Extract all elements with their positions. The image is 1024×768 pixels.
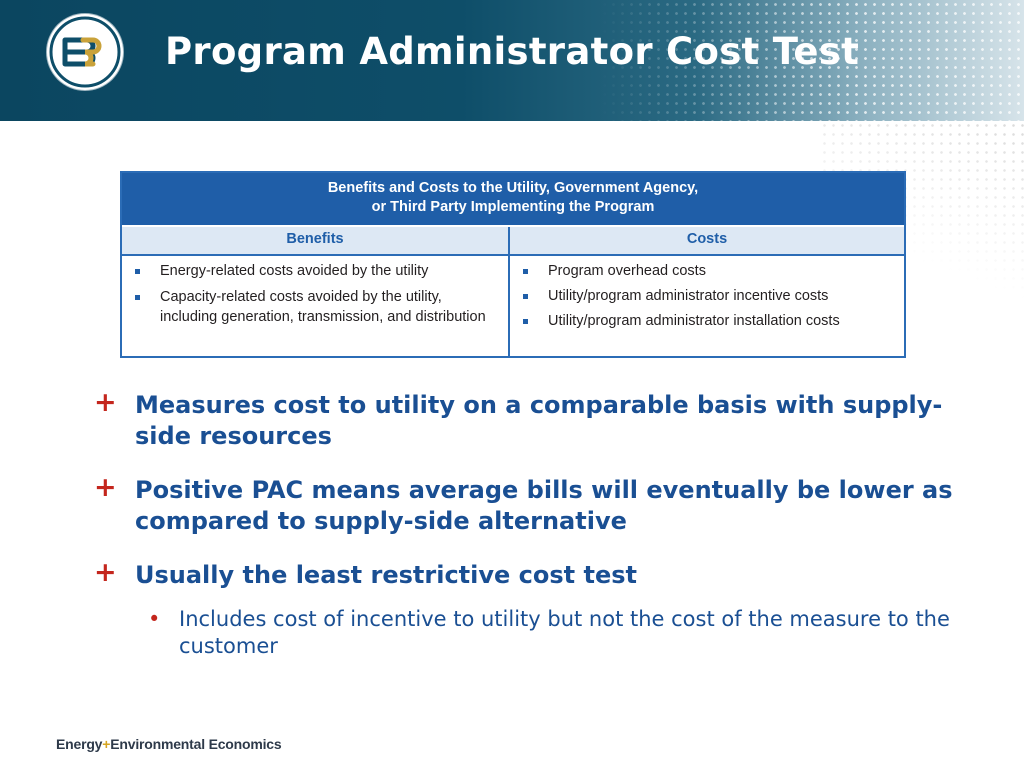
list-item: Program overhead costs (520, 261, 896, 281)
table-heading: Benefits and Costs to the Utility, Gover… (122, 173, 904, 225)
benefit-text: Energy-related costs avoided by the util… (160, 263, 429, 279)
header-dot-pattern (600, 0, 1024, 121)
table-column-headers: Benefits Costs (122, 225, 904, 256)
bullet-text: Positive PAC means average bills will ev… (135, 476, 953, 535)
cost-text: Utility/program administrator installati… (548, 313, 840, 329)
header-band (0, 0, 1024, 121)
page-title: Program Administrator Cost Test (165, 30, 860, 73)
footer-brand-part1: Energy (56, 736, 103, 752)
square-bullet-icon (523, 294, 528, 299)
footer-brand: Energy+Environmental Economics (56, 736, 282, 752)
bullet-text: Usually the least restrictive cost test (135, 561, 637, 589)
benefits-list: Energy-related costs avoided by the util… (132, 261, 500, 327)
table-heading-line1: Benefits and Costs to the Utility, Gover… (327, 180, 699, 196)
cost-text: Utility/program administrator incentive … (548, 288, 829, 304)
dot-bullet-icon: • (148, 607, 161, 631)
list-item: Energy-related costs avoided by the util… (132, 261, 500, 281)
benefits-cell: Energy-related costs avoided by the util… (122, 256, 510, 358)
list-item: Utility/program administrator installati… (520, 311, 896, 331)
sub-bullet-text: Includes cost of incentive to utility bu… (179, 607, 950, 658)
table-body: Energy-related costs avoided by the util… (122, 256, 904, 358)
sub-bullet-item: • Includes cost of incentive to utility … (92, 606, 972, 660)
e3-logo-icon (47, 14, 123, 90)
bullet-text: Measures cost to utility on a comparable… (135, 391, 943, 450)
column-header-costs: Costs (686, 231, 728, 247)
footer-brand-plus: + (102, 736, 111, 752)
bullet-item: + Measures cost to utility on a comparab… (92, 387, 972, 452)
bullet-item: + Positive PAC means average bills will … (92, 472, 972, 537)
costs-cell: Program overhead costs Utility/program a… (510, 256, 904, 358)
costs-list: Program overhead costs Utility/program a… (520, 261, 896, 331)
square-bullet-icon (523, 269, 528, 274)
plus-bullet-icon: + (94, 472, 117, 503)
list-item: Capacity-related costs avoided by the ut… (132, 287, 500, 327)
bullet-item: + Usually the least restrictive cost tes… (92, 557, 972, 591)
bullet-list: + Measures cost to utility on a comparab… (92, 387, 972, 660)
list-item: Utility/program administrator incentive … (520, 286, 896, 306)
square-bullet-icon (135, 269, 140, 274)
column-header-benefits: Benefits (122, 227, 510, 254)
cost-text: Program overhead costs (548, 263, 706, 279)
square-bullet-icon (135, 295, 140, 300)
benefit-text: Capacity-related costs avoided by the ut… (160, 289, 486, 325)
table-heading-line2: or Third Party Implementing the Program (371, 199, 655, 215)
footer-brand-part2: Environmental Economics (110, 736, 282, 752)
benefits-costs-table: Benefits and Costs to the Utility, Gover… (120, 171, 906, 358)
square-bullet-icon (523, 319, 528, 324)
plus-bullet-icon: + (94, 387, 117, 418)
plus-bullet-icon: + (94, 557, 117, 588)
